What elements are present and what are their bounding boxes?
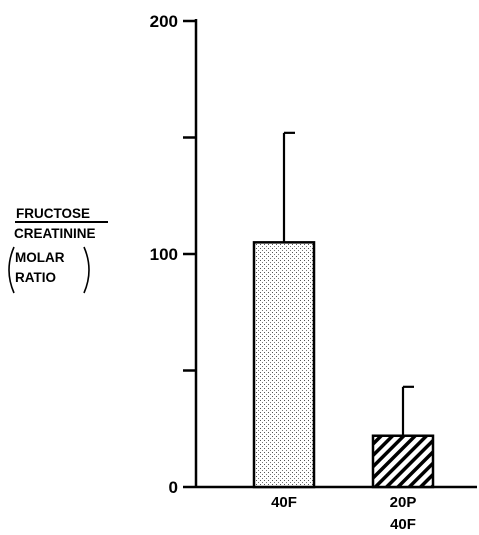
- x-category-label: 40F: [271, 494, 297, 511]
- y-axis-title-left-paren: [8, 246, 15, 294]
- bars: [252, 131, 435, 489]
- y-axis-title-denominator: CREATININE: [14, 226, 96, 241]
- y-tick-label: 200: [150, 12, 178, 31]
- bar: [252, 241, 316, 489]
- y-tick-label: 0: [169, 478, 178, 497]
- y-axis-title-unit-line1: MOLAR: [15, 250, 65, 265]
- x-category-label: 20P: [390, 494, 417, 511]
- y-axis-title: FRUCTOSE CREATININE MOLAR RATIO: [8, 206, 108, 294]
- y-ticks: 0 100 200: [150, 12, 196, 497]
- x-category-label: 40F: [390, 516, 416, 533]
- y-axis-title-right-paren: [83, 246, 90, 294]
- category-labels: 40F 20P 40F: [271, 494, 416, 533]
- y-axis-title-unit-line2: RATIO: [15, 270, 56, 285]
- y-axis-title-numerator: FRUCTOSE: [16, 206, 90, 221]
- bar: [371, 434, 435, 489]
- y-tick-label: 100: [150, 245, 178, 264]
